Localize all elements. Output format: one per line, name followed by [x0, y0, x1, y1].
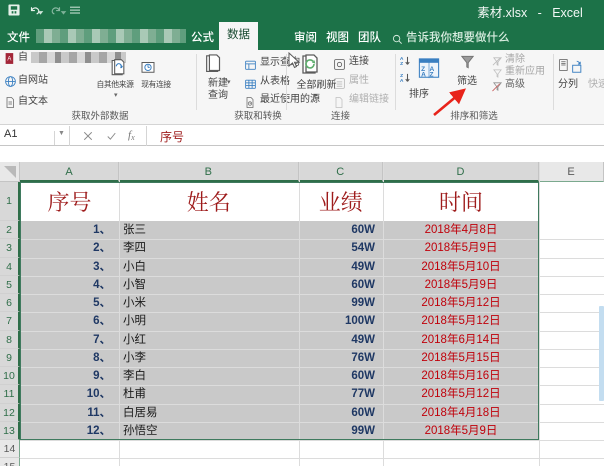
svg-text:A: A: [421, 71, 426, 78]
svg-text:A: A: [7, 57, 11, 63]
svg-text:Z: Z: [400, 73, 403, 79]
svg-text:Z: Z: [429, 71, 433, 78]
svg-text:Z: Z: [400, 61, 403, 67]
svg-text:A: A: [400, 56, 404, 62]
svg-text:A: A: [400, 78, 404, 84]
